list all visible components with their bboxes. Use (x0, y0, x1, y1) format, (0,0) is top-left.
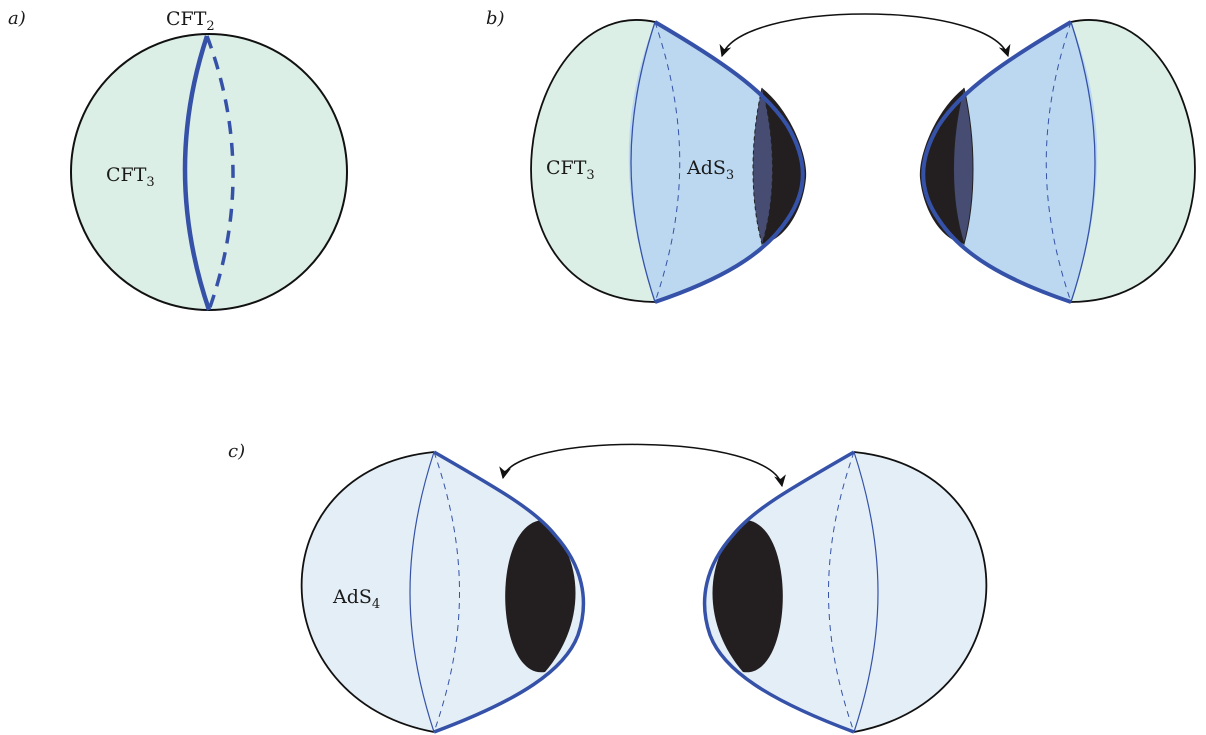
boundary-front-left (630, 21, 656, 303)
boundary-front-right (1070, 21, 1096, 303)
boundary-back-left (654, 21, 681, 303)
cft2-back-curve (205, 35, 235, 311)
ads4-region-right (704, 452, 987, 732)
panel-c-letter: c) (228, 441, 245, 462)
boundary-back-c-right (828, 451, 855, 733)
identification-arrow-c (499, 443, 786, 488)
panel-a-letter: a) (8, 8, 26, 29)
horizon-black-c-right (712, 520, 783, 673)
cft2-front-curve (182, 35, 212, 311)
cft3-label-a: CFT3 (106, 164, 155, 190)
cft3-label-b: CFT3 (546, 157, 595, 183)
horizon-slate-right (953, 87, 974, 246)
panel-b-letter: b) (486, 8, 505, 29)
ads4-region-left (301, 452, 584, 732)
ads3-boundary-left (653, 20, 805, 304)
boundary-back-right (1045, 21, 1072, 303)
cft2-label: CFT2 (166, 8, 215, 34)
cft3-cap-right (1070, 19, 1196, 303)
panel-c: c) AdS4 (228, 441, 988, 734)
panel-b-right-piece (919, 19, 1196, 304)
panel-c-right-piece (702, 450, 988, 734)
cft3-cap-left (530, 19, 656, 303)
panel-b-left-piece: CFT3 AdS3 (530, 19, 807, 304)
ads3-label: AdS3 (686, 157, 734, 183)
ads4-boundary-c-left (433, 450, 586, 734)
panel-c-left-piece: AdS4 (300, 450, 586, 734)
ads4-label: AdS4 (332, 586, 380, 612)
panel-a: a) CFT2 CFT3 (8, 8, 348, 311)
ads3-boundary-right (921, 20, 1073, 304)
boundary-front-c-right (853, 451, 879, 733)
horizon-slate-left (752, 87, 773, 246)
ads4-outer-edge-right (853, 451, 988, 733)
identification-arrow-b (719, 13, 1011, 58)
panel-b: b) CFT3 AdS3 (486, 8, 1196, 304)
boundary-back-c-left (433, 451, 460, 733)
ads4-outer-edge-left (300, 451, 435, 733)
boundary-front-c-left (409, 451, 435, 733)
ads4-boundary-c-right (702, 450, 855, 734)
horizon-black-c-left (505, 520, 576, 673)
